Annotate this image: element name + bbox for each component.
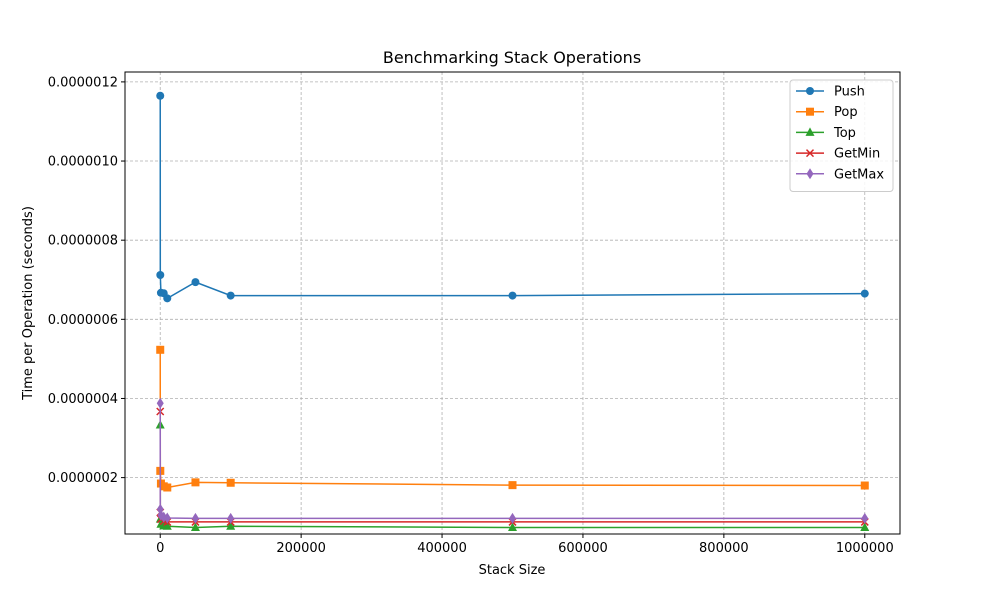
x-tick-label: 1000000 xyxy=(836,541,894,556)
data-point-top xyxy=(190,522,200,531)
legend-marker xyxy=(805,127,815,136)
series-getmax xyxy=(156,397,869,524)
legend-label: GetMax xyxy=(834,167,884,182)
y-axis-label: Time per Operation (seconds) xyxy=(21,206,36,401)
legend-item-push: Push xyxy=(796,85,865,100)
y-tick-label: 0.0000006 xyxy=(48,313,118,328)
x-tick-label: 0 xyxy=(156,541,164,556)
data-point-push xyxy=(508,291,517,300)
legend-label: Push xyxy=(834,85,865,100)
data-point-push xyxy=(163,294,172,303)
legend-item-getmax: GetMax xyxy=(796,167,884,182)
data-point-push xyxy=(860,289,869,298)
data-point-push xyxy=(156,91,165,100)
data-point-getmax xyxy=(861,512,869,524)
legend-item-pop: Pop xyxy=(796,105,858,120)
x-axis-label: Stack Size xyxy=(479,563,546,578)
data-point-getmax xyxy=(509,512,516,524)
data-point-push xyxy=(226,291,235,300)
x-tick-label: 200000 xyxy=(276,541,326,556)
legend-label: Pop xyxy=(834,105,858,120)
x-tick-label: 400000 xyxy=(417,541,467,556)
x-tick-label: 600000 xyxy=(558,541,608,556)
y-tick-label: 0.0000010 xyxy=(48,155,118,170)
data-point-pop xyxy=(156,345,165,354)
data-point-pop xyxy=(191,478,200,487)
series-push xyxy=(156,91,869,303)
y-tick-label: 0.0000008 xyxy=(48,234,118,249)
data-point-getmax xyxy=(163,512,171,524)
data-point-getmax xyxy=(156,397,164,409)
legend-marker xyxy=(805,149,815,158)
y-tick-label: 0.0000012 xyxy=(48,75,118,90)
data-point-getmax xyxy=(227,512,235,524)
grid-lines xyxy=(125,72,900,534)
plot-frame xyxy=(124,71,901,535)
data-point-push xyxy=(156,271,165,280)
series-top xyxy=(155,419,870,531)
legend: Push Pop Top GetMin GetMax xyxy=(789,79,894,192)
data-point-pop xyxy=(860,481,869,490)
chart-title: Benchmarking Stack Operations xyxy=(383,48,641,67)
legend-marker xyxy=(806,87,814,95)
y-tick-label: 0.0000004 xyxy=(48,392,118,407)
x-tick-label: 800000 xyxy=(699,541,749,556)
data-point-pop xyxy=(508,481,517,490)
data-point-top xyxy=(860,522,870,531)
data-point-pop xyxy=(226,478,235,487)
data-point-push xyxy=(191,278,200,287)
data-point-getmax xyxy=(191,512,199,524)
x-axis: 0 200000 400000 600000 800000 1000000 xyxy=(156,534,894,556)
legend-marker xyxy=(806,168,814,180)
data-point-top xyxy=(508,522,517,531)
legend-label: GetMin xyxy=(834,147,880,162)
y-tick-label: 0.0000002 xyxy=(48,471,118,486)
legend-marker xyxy=(806,107,814,116)
y-axis: 0.0000002 0.0000004 0.0000006 0.0000008 0.00… xyxy=(48,75,125,486)
data-point-top xyxy=(162,521,172,530)
series-layer xyxy=(155,91,870,531)
legend-item-getmin: GetMin xyxy=(796,147,880,162)
data-point-pop xyxy=(163,483,172,492)
legend-item-top: Top xyxy=(796,126,856,141)
legend-box xyxy=(789,79,894,192)
legend-label: Top xyxy=(833,126,856,141)
data-point-top xyxy=(226,521,236,530)
